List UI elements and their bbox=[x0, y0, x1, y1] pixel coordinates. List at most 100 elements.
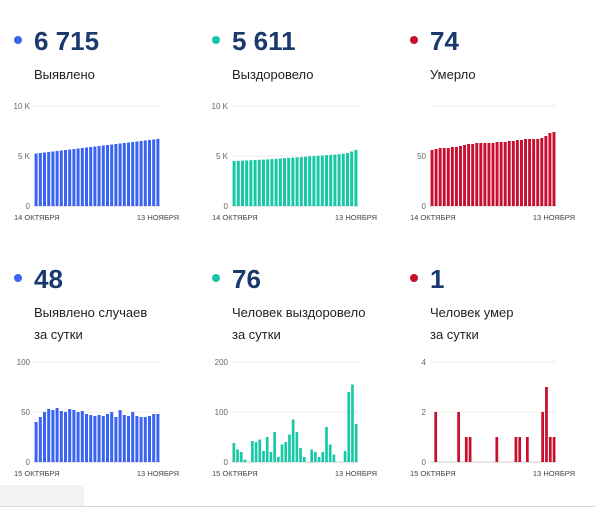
bar bbox=[545, 387, 548, 462]
bar bbox=[126, 416, 131, 462]
bar bbox=[135, 141, 139, 206]
x-axis-label: 15 ОКТЯБРЯ bbox=[212, 469, 258, 478]
bar bbox=[479, 143, 483, 206]
bar bbox=[515, 140, 519, 206]
stat-value: 1 bbox=[430, 264, 445, 294]
bar bbox=[101, 416, 105, 462]
bar-chart: 50 0 14 ОКТЯБРЯ 13 НОЯБРЯ bbox=[410, 105, 575, 222]
x-axis-label: 15 ОКТЯБРЯ bbox=[410, 469, 456, 478]
bar bbox=[548, 133, 552, 206]
bar bbox=[80, 148, 84, 206]
horizontal-scrollbar[interactable] bbox=[0, 485, 84, 507]
bar bbox=[47, 152, 51, 206]
x-axis-label: 13 НОЯБРЯ bbox=[137, 469, 179, 478]
bar bbox=[483, 143, 487, 206]
y-tick-label: 50 bbox=[417, 152, 426, 161]
y-tick-label: 10 K bbox=[212, 102, 229, 111]
y-tick-label: 100 bbox=[17, 358, 31, 367]
bar bbox=[495, 437, 499, 462]
stat-label-line: Умерло bbox=[430, 67, 476, 82]
bar bbox=[548, 437, 552, 462]
bar bbox=[156, 414, 160, 462]
bar bbox=[541, 412, 545, 462]
bar bbox=[93, 146, 97, 206]
bar bbox=[324, 155, 329, 206]
bar bbox=[122, 415, 126, 462]
bar bbox=[97, 146, 101, 206]
bar bbox=[232, 443, 236, 462]
bar bbox=[55, 151, 59, 206]
bar bbox=[345, 153, 350, 206]
x-axis-label: 14 ОКТЯБРЯ bbox=[410, 213, 456, 222]
y-tick-label: 200 bbox=[215, 358, 229, 367]
bar bbox=[434, 412, 438, 462]
bar bbox=[499, 142, 503, 206]
stat-label: Выздоровело bbox=[232, 66, 314, 84]
stat-label-line: за сутки bbox=[34, 327, 83, 342]
bar bbox=[276, 457, 280, 462]
bar bbox=[280, 444, 284, 462]
stat-value: 76 bbox=[232, 264, 261, 294]
bar bbox=[341, 153, 345, 206]
bar bbox=[291, 157, 295, 206]
bar bbox=[72, 149, 76, 206]
bar bbox=[114, 417, 118, 462]
bar bbox=[430, 150, 434, 206]
stat-label-line: Выявлено bbox=[34, 67, 95, 82]
bar bbox=[51, 151, 55, 206]
bar bbox=[118, 143, 122, 206]
stat-value: 48 bbox=[34, 264, 63, 294]
y-tick-label: 0 bbox=[224, 202, 229, 211]
bar bbox=[266, 159, 270, 206]
bar bbox=[143, 417, 147, 462]
bar-chart: 100 50 0 15 ОКТЯБРЯ 13 НОЯБРЯ bbox=[14, 358, 179, 478]
bar bbox=[459, 146, 462, 206]
bar bbox=[295, 157, 299, 206]
bar bbox=[524, 139, 527, 206]
bar bbox=[239, 452, 243, 462]
bar bbox=[288, 434, 291, 462]
series-dot-icon bbox=[410, 36, 418, 44]
bar bbox=[232, 161, 236, 206]
bar bbox=[320, 155, 324, 206]
bar bbox=[254, 442, 258, 462]
stat-label: Умерло bbox=[430, 66, 476, 84]
bar bbox=[80, 411, 84, 462]
bar bbox=[434, 149, 438, 206]
stat-label-line: Человек умер bbox=[430, 305, 514, 320]
bar bbox=[68, 409, 72, 462]
stat-panel-deaths-daily: 1 Человек умер за сутки 4 2 0 15 ОКТЯБРЯ 13 НОЯ… bbox=[410, 264, 595, 514]
bar bbox=[471, 144, 475, 206]
bar bbox=[131, 412, 135, 462]
bar bbox=[84, 414, 89, 462]
bar bbox=[325, 427, 328, 462]
bar bbox=[34, 422, 38, 462]
bar bbox=[76, 412, 80, 462]
bar bbox=[261, 159, 266, 206]
bar bbox=[135, 416, 139, 462]
y-tick-label: 100 bbox=[215, 408, 229, 417]
bar bbox=[463, 145, 467, 206]
bar bbox=[491, 143, 495, 206]
x-axis-label: 13 НОЯБРЯ bbox=[137, 213, 179, 222]
bar bbox=[532, 139, 536, 206]
bar bbox=[236, 160, 240, 206]
stat-label: Человек умер за сутки bbox=[430, 304, 513, 344]
bar bbox=[299, 157, 303, 206]
bar bbox=[467, 144, 471, 206]
y-tick-label: 50 bbox=[21, 408, 30, 417]
stat-panel-deaths: 74 Умерло 50 0 14 ОКТЯБРЯ 13 НОЯБРЯ bbox=[410, 26, 595, 276]
bar bbox=[475, 143, 479, 206]
bar bbox=[101, 145, 105, 206]
bar bbox=[291, 419, 295, 462]
bar bbox=[314, 452, 317, 462]
x-axis-label: 13 НОЯБРЯ bbox=[533, 213, 575, 222]
bar bbox=[308, 156, 312, 206]
bar bbox=[63, 412, 68, 462]
bar bbox=[536, 139, 540, 206]
bar bbox=[457, 412, 461, 462]
y-tick-label: 0 bbox=[224, 458, 229, 467]
bar bbox=[552, 437, 556, 462]
bar bbox=[38, 153, 42, 206]
stat-label: Выявлено bbox=[34, 66, 95, 84]
